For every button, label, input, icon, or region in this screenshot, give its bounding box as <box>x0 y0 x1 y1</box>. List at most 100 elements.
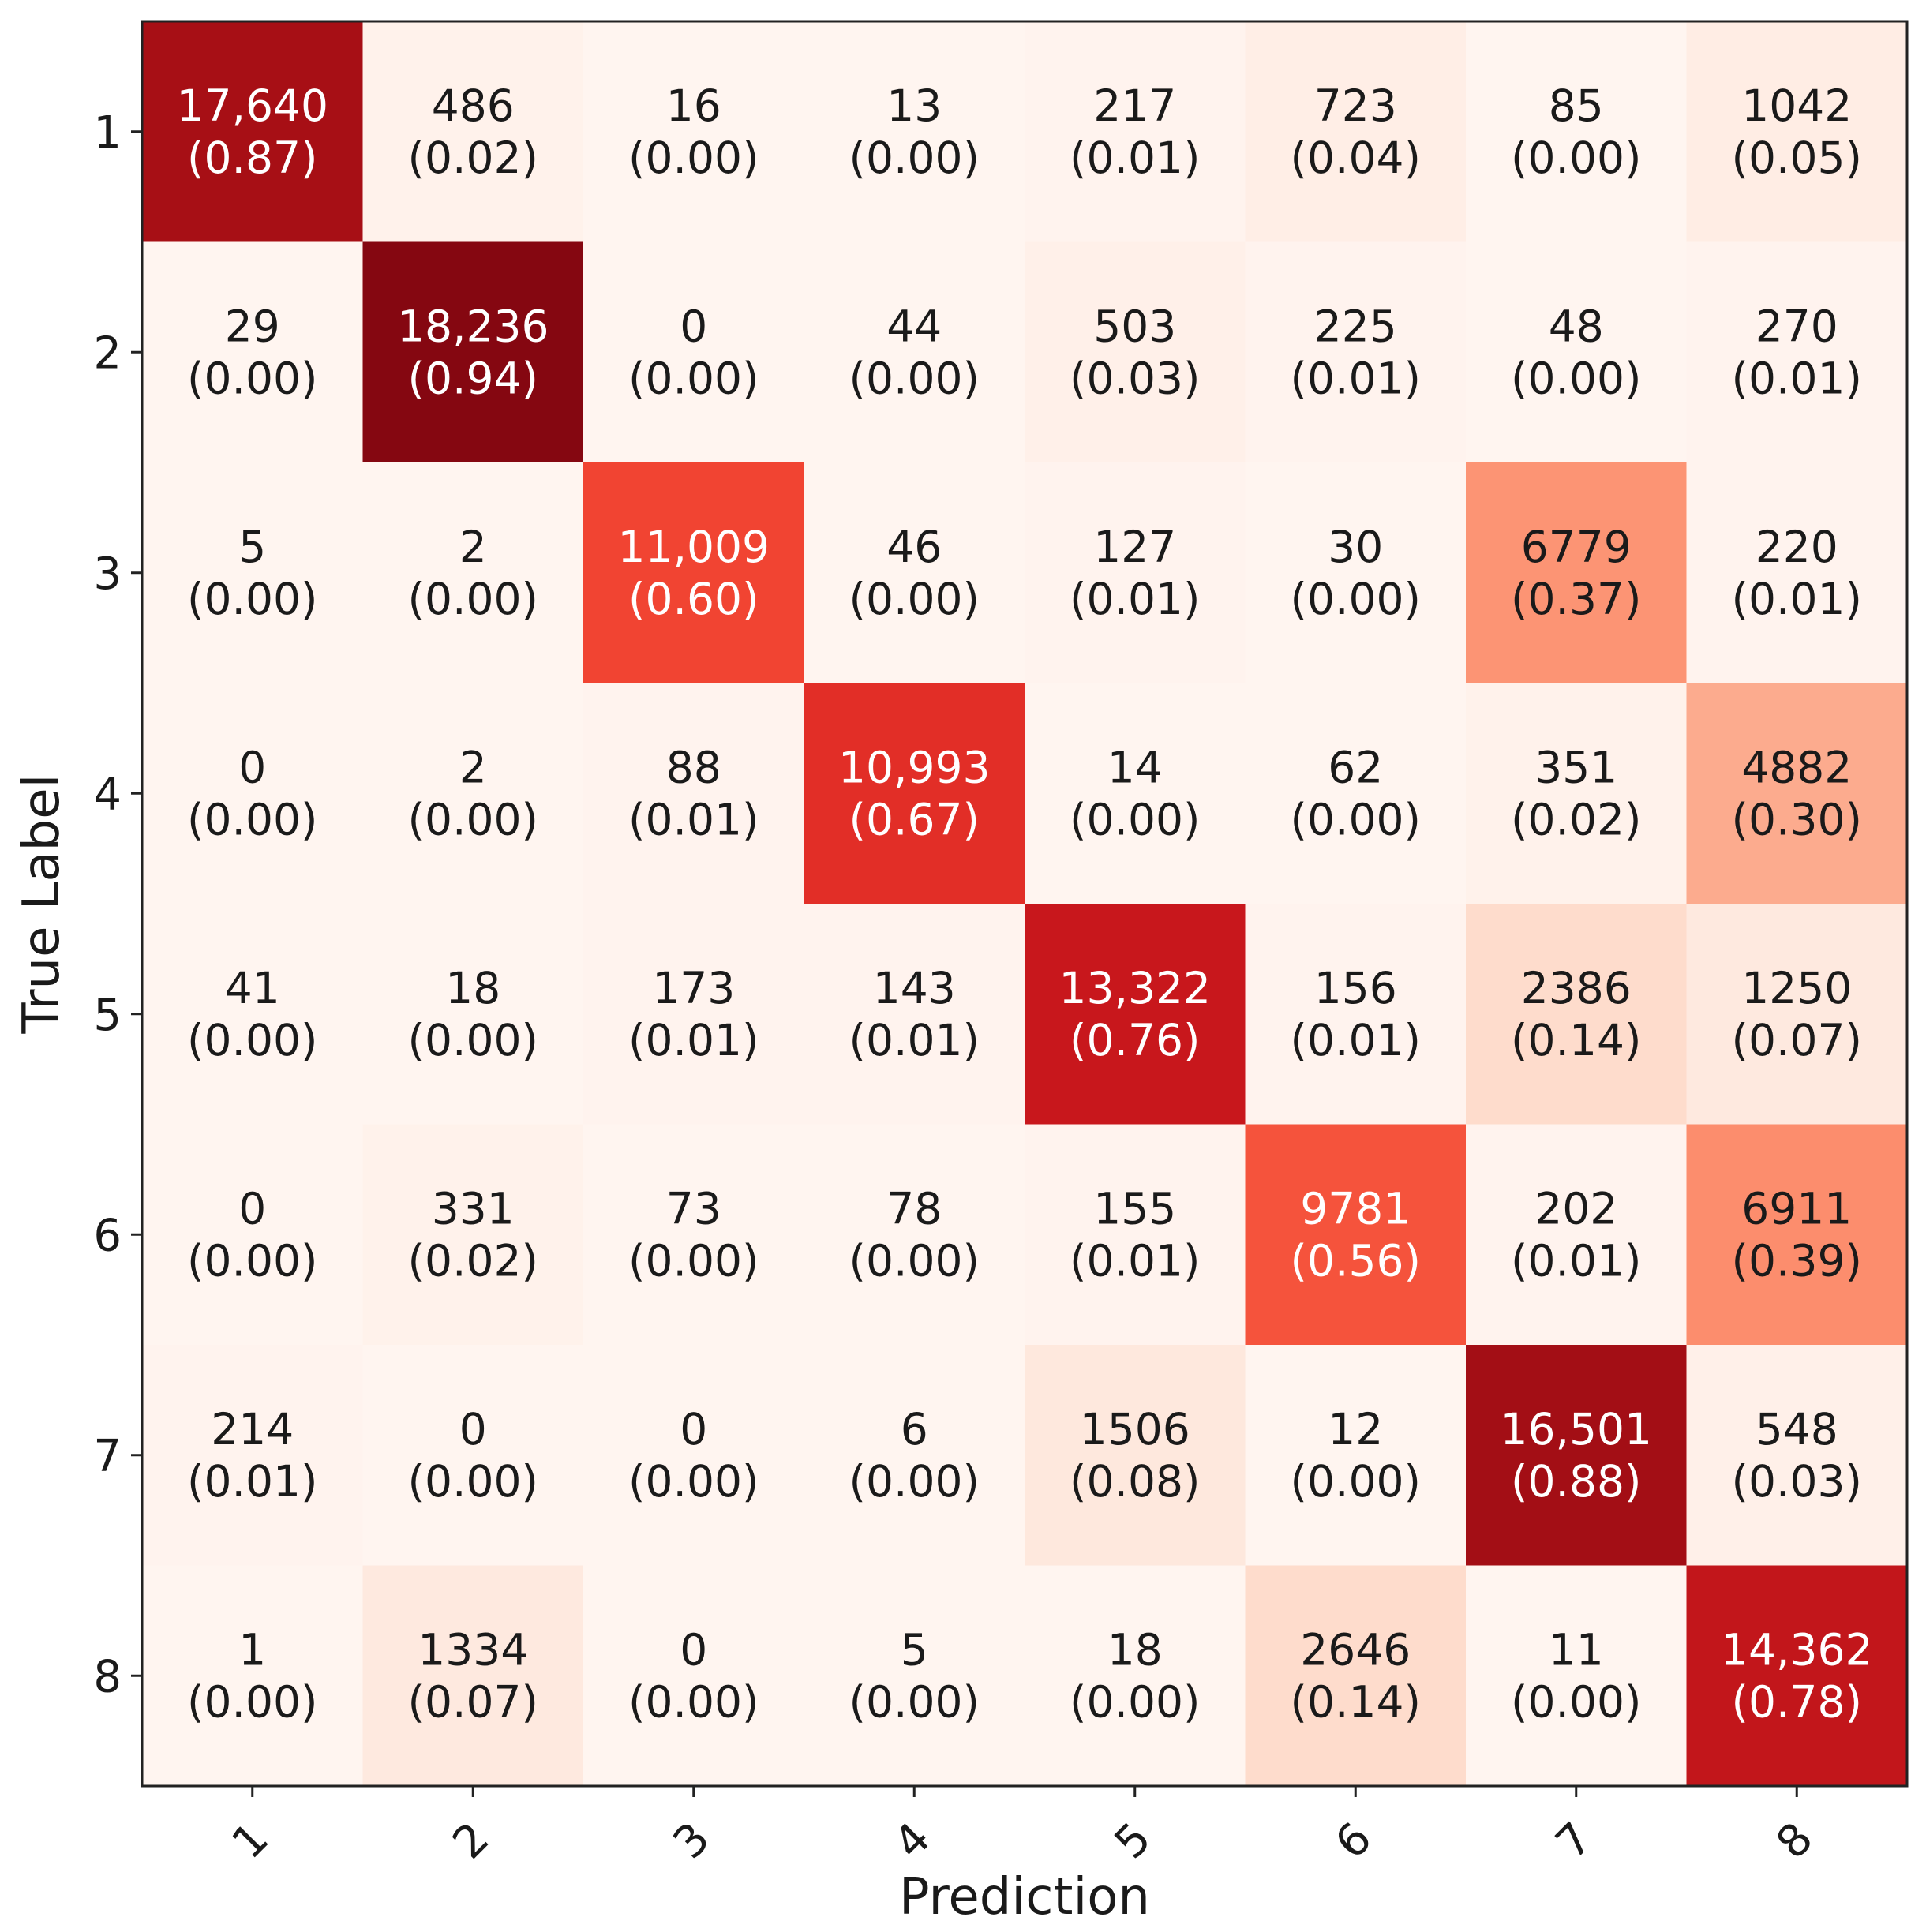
cell-fraction-label: (0.00) <box>849 353 980 403</box>
heatmap-cell <box>804 683 1025 904</box>
cell-fraction-label: (0.01) <box>1070 133 1200 183</box>
heatmap-cell <box>362 242 584 463</box>
cell-fraction-label: (0.56) <box>1291 1235 1421 1286</box>
cell-fraction-label: (0.39) <box>1732 1235 1862 1286</box>
cell-count-label: 5 <box>238 522 266 572</box>
cell-count-label: 85 <box>1549 80 1604 131</box>
cell-count-label: 44 <box>886 301 942 351</box>
cell-count-label: 6 <box>901 1404 928 1455</box>
cell-count-label: 503 <box>1093 301 1176 351</box>
cell-count-label: 4882 <box>1741 742 1852 792</box>
cell-fraction-label: (0.01) <box>628 1015 759 1065</box>
heatmap-cell <box>804 462 1025 683</box>
cell-count-label: 127 <box>1093 522 1176 572</box>
heatmap-cell <box>362 904 584 1125</box>
cell-count-label: 14,362 <box>1721 1624 1872 1675</box>
heatmap-cell <box>1466 683 1687 904</box>
heatmap-cell <box>1466 1345 1687 1566</box>
cell-fraction-label: (0.00) <box>849 133 980 183</box>
cell-count-label: 155 <box>1093 1183 1176 1234</box>
heatmap-cell <box>1686 1565 1908 1787</box>
cell-fraction-label: (0.37) <box>1511 574 1641 624</box>
cell-fraction-label: (0.00) <box>187 1676 317 1727</box>
cell-fraction-label: (0.00) <box>628 1456 759 1507</box>
heatmap-cells: 17,640(0.87)486(0.02)16(0.00)13(0.00)217… <box>142 21 1908 1787</box>
heatmap-cell <box>142 1345 363 1566</box>
cell-fraction-label: (0.00) <box>1291 574 1421 624</box>
cell-fraction-label: (0.94) <box>408 353 538 403</box>
cell-fraction-label: (0.01) <box>1070 1235 1200 1286</box>
heatmap-cell <box>362 683 584 904</box>
heatmap-cell <box>362 1345 584 1566</box>
cell-count-label: 723 <box>1314 80 1397 131</box>
cell-fraction-label: (0.08) <box>1070 1456 1200 1507</box>
cell-fraction-label: (0.00) <box>408 794 538 844</box>
cell-count-label: 143 <box>873 963 956 1013</box>
cell-count-label: 18 <box>445 963 500 1013</box>
heatmap-cell <box>1686 1124 1908 1346</box>
heatmap-cell <box>1025 683 1246 904</box>
cell-count-label: 46 <box>886 522 942 572</box>
heatmap-cell <box>1025 242 1246 463</box>
heatmap-cell <box>804 21 1025 242</box>
cell-count-label: 30 <box>1328 522 1383 572</box>
cell-fraction-label: (0.00) <box>187 1235 317 1286</box>
cell-fraction-label: (0.00) <box>849 574 980 624</box>
heatmap-cell <box>1245 21 1467 242</box>
x-tick-label: 8 <box>1767 1813 1823 1869</box>
heatmap-cell <box>1466 1124 1687 1346</box>
heatmap-cell <box>362 1565 584 1787</box>
cell-fraction-label: (0.14) <box>1291 1676 1421 1727</box>
y-tick-label: 7 <box>93 1431 122 1482</box>
heatmap-cell <box>1025 462 1246 683</box>
cell-count-label: 331 <box>432 1183 515 1234</box>
heatmap-cell <box>804 1345 1025 1566</box>
heatmap-cell <box>142 242 363 463</box>
cell-fraction-label: (0.00) <box>1511 353 1641 403</box>
cell-count-label: 0 <box>459 1404 487 1455</box>
cell-count-label: 2 <box>459 742 487 792</box>
cell-fraction-label: (0.00) <box>1291 794 1421 844</box>
heatmap-cell <box>1025 904 1246 1125</box>
cell-count-label: 6779 <box>1521 522 1632 572</box>
cell-fraction-label: (0.02) <box>408 133 538 183</box>
heatmap-cell <box>583 1124 804 1346</box>
heatmap-cell <box>583 904 804 1125</box>
heatmap-cell <box>1686 904 1908 1125</box>
cell-fraction-label: (0.02) <box>408 1235 538 1286</box>
y-axis-label: True Label <box>13 774 71 1035</box>
heatmap-cell <box>142 21 363 242</box>
cell-fraction-label: (0.00) <box>187 353 317 403</box>
cell-count-label: 270 <box>1756 301 1838 351</box>
cell-count-label: 0 <box>238 742 266 792</box>
cell-fraction-label: (0.00) <box>187 574 317 624</box>
cell-fraction-label: (0.01) <box>1511 1235 1641 1286</box>
cell-fraction-label: (0.30) <box>1732 794 1862 844</box>
cell-count-label: 156 <box>1314 963 1397 1013</box>
cell-count-label: 351 <box>1534 742 1617 792</box>
cell-fraction-label: (0.00) <box>849 1235 980 1286</box>
cell-count-label: 0 <box>680 1404 707 1455</box>
cell-count-label: 1042 <box>1741 80 1852 131</box>
cell-fraction-label: (0.01) <box>187 1456 317 1507</box>
cell-count-label: 62 <box>1328 742 1383 792</box>
y-tick-label: 5 <box>93 990 122 1041</box>
heatmap-cell <box>362 21 584 242</box>
heatmap-cell <box>1025 1345 1246 1566</box>
heatmap-cell <box>1245 242 1467 463</box>
y-tick-label: 3 <box>93 549 122 600</box>
heatmap-cell <box>1245 1124 1467 1346</box>
cell-count-label: 41 <box>225 963 280 1013</box>
cell-fraction-label: (0.00) <box>1511 133 1641 183</box>
heatmap-cell <box>583 242 804 463</box>
cell-fraction-label: (0.00) <box>1070 794 1200 844</box>
cell-fraction-label: (0.00) <box>628 1676 759 1727</box>
cell-fraction-label: (0.00) <box>628 353 759 403</box>
x-tick-label: 3 <box>664 1813 720 1869</box>
cell-count-label: 13 <box>886 80 942 131</box>
cell-fraction-label: (0.00) <box>187 794 317 844</box>
cell-count-label: 548 <box>1756 1404 1838 1455</box>
cell-count-label: 0 <box>680 1624 707 1675</box>
cell-count-label: 12 <box>1328 1404 1383 1455</box>
heatmap-cell <box>804 1565 1025 1787</box>
